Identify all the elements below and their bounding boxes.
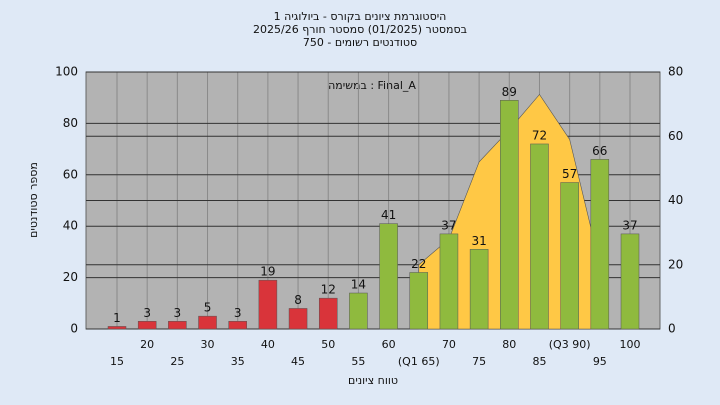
x-tick-label: 45 (291, 355, 305, 368)
bar (168, 321, 187, 330)
bar (228, 321, 247, 330)
y-tick-label: 20 (63, 270, 78, 284)
x-tick-label: 60 (382, 338, 396, 351)
value-label: 5 (204, 301, 212, 315)
y-tick-label: 40 (63, 219, 78, 233)
x-tick-label: 40 (261, 338, 275, 351)
bar (258, 279, 278, 330)
y2-tick-label: 0 (668, 322, 676, 336)
value-label: 8 (294, 293, 302, 307)
x-tick-label: 50 (321, 338, 335, 351)
value-label: 37 (441, 218, 456, 232)
bar (318, 297, 338, 330)
bar (107, 326, 127, 330)
value-label: 3 (234, 306, 242, 320)
y2-tick-label: 40 (668, 193, 683, 207)
x-tick-label: 70 (442, 338, 456, 351)
bar (409, 272, 429, 330)
x-axis-label: טווח ציונים (348, 374, 398, 387)
bar (288, 308, 308, 330)
bar (620, 233, 640, 330)
y-tick-label: 0 (70, 322, 78, 336)
bar (198, 315, 217, 330)
x-tick-label: 95 (593, 355, 607, 368)
value-label: 89 (502, 85, 517, 99)
bar (500, 100, 519, 330)
bar (349, 292, 368, 330)
x-tick-label: 55 (351, 355, 365, 368)
value-label: 57 (562, 167, 577, 181)
value-label: 41 (381, 208, 396, 222)
x-tick-label: 15 (110, 355, 124, 368)
value-label: 14 (351, 278, 366, 292)
y-tick-label: 80 (63, 116, 78, 130)
bar (530, 143, 549, 330)
y-tick-label: 100 (55, 65, 78, 79)
x-tick-label: 20 (140, 338, 154, 351)
bar (560, 182, 579, 330)
x-tick-label: 100 (620, 338, 641, 351)
bar (439, 233, 459, 330)
value-label: 22 (411, 257, 426, 271)
x-tick-label: 35 (231, 355, 245, 368)
x-tick-label: 85 (532, 355, 546, 368)
y2-tick-label: 60 (668, 129, 683, 143)
value-label: 12 (321, 283, 336, 297)
bar (379, 223, 398, 330)
x-tick-label: 75 (472, 355, 486, 368)
y-axis-label: מספר סטודנטים (27, 162, 40, 238)
value-label: 66 (592, 144, 607, 158)
x-tick-label: 25 (170, 355, 184, 368)
x-tick-label: (Q3 90) (549, 338, 591, 351)
bar (137, 321, 157, 330)
value-label: 19 (260, 265, 275, 279)
value-label: 37 (622, 218, 637, 232)
y-tick-label: 60 (63, 167, 78, 181)
x-tick-label: 30 (201, 338, 215, 351)
value-label: 1 (113, 311, 121, 325)
y2-tick-label: 80 (668, 65, 683, 79)
x-tick-label: (Q1 65) (398, 355, 440, 368)
bar (590, 159, 610, 330)
annotation: במשימה : Final_A (328, 79, 416, 92)
y2-tick-label: 20 (668, 257, 683, 271)
value-label: 72 (532, 128, 547, 142)
value-label: 31 (471, 234, 486, 248)
value-label: 3 (174, 306, 182, 320)
value-label: 3 (143, 306, 151, 320)
chart-subtitle: בסמסטר (01/2025) סמסטר חורף 2025/26 (253, 23, 467, 36)
chart-title: היסטוגרמת ציונים בקורס - ביולוגיה 1 (274, 10, 447, 23)
bar (469, 249, 489, 330)
x-tick-label: 80 (502, 338, 516, 351)
chart-subtitle: סטודנטים רשומים - 750 (303, 36, 417, 49)
